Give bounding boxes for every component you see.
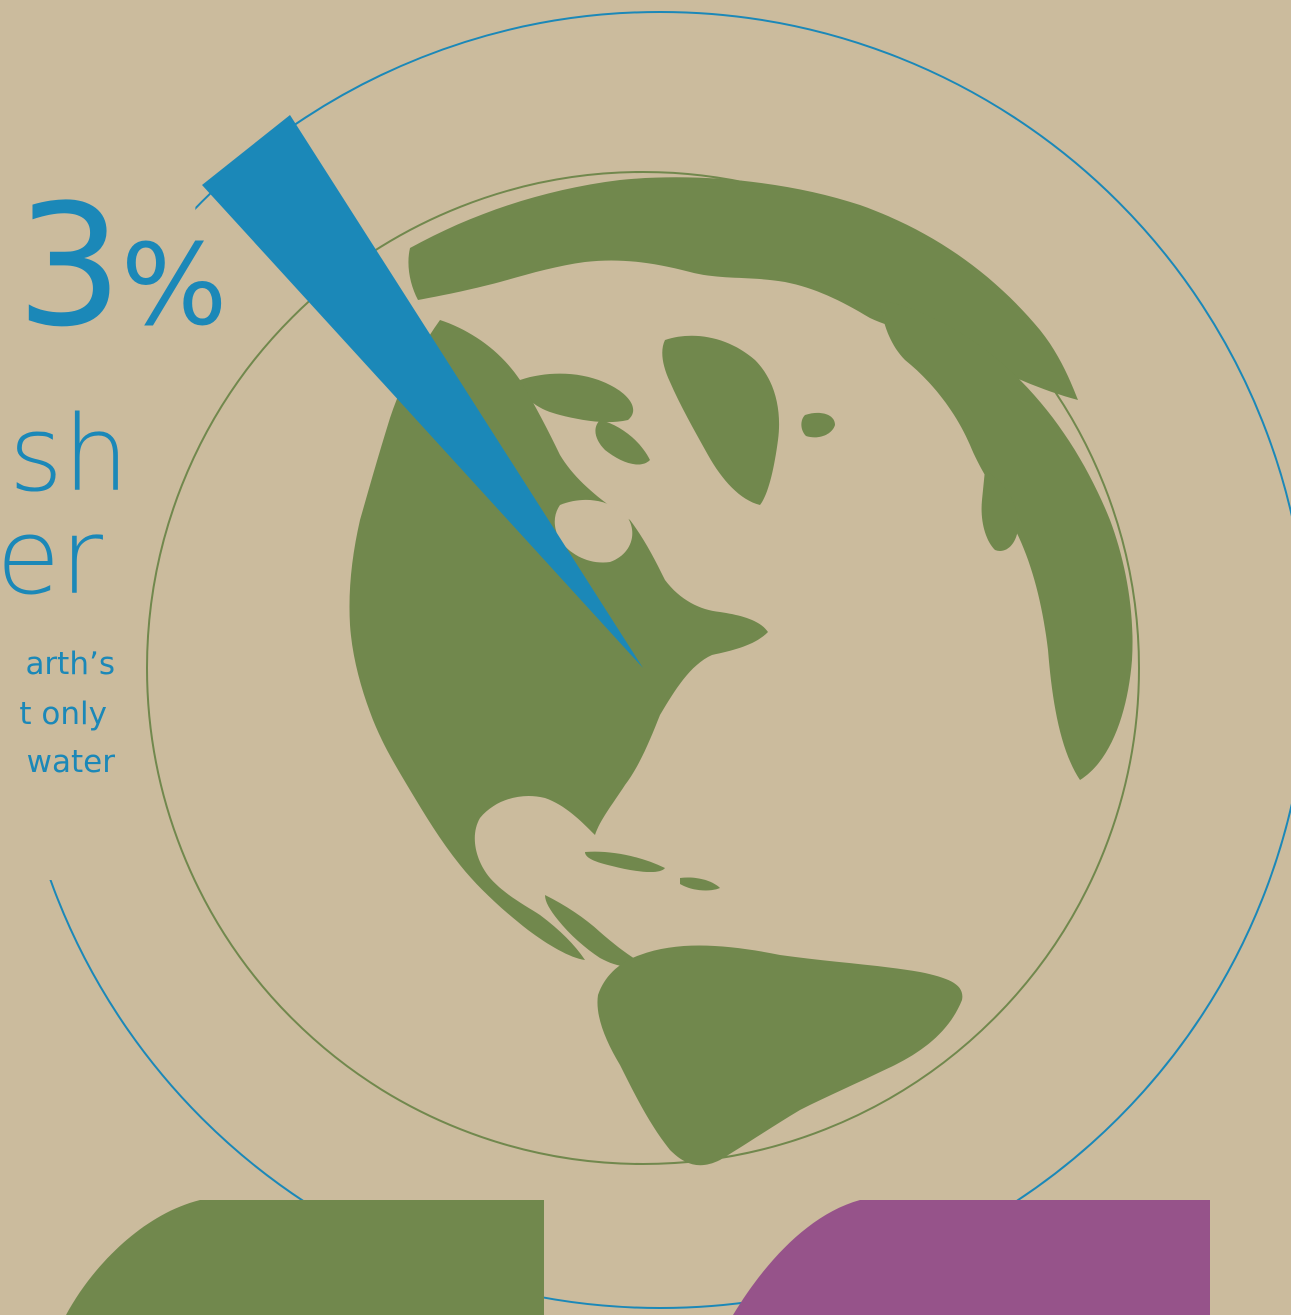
freshwater-wedge [202, 115, 643, 668]
percentage-number: 3 [16, 168, 123, 364]
continents [349, 177, 1133, 1166]
green-card [66, 1200, 544, 1315]
headline-line-2: er [0, 496, 103, 618]
percentage-symbol: % [120, 221, 228, 351]
body-text-line-3: water [26, 744, 115, 780]
headline-line-1: sh [8, 393, 129, 515]
freshwater-percentage: 3% [16, 182, 227, 350]
body-text-line-1: arth’s [25, 646, 115, 682]
body-text-line-2: t only [19, 696, 107, 732]
purple-card [733, 1200, 1210, 1315]
